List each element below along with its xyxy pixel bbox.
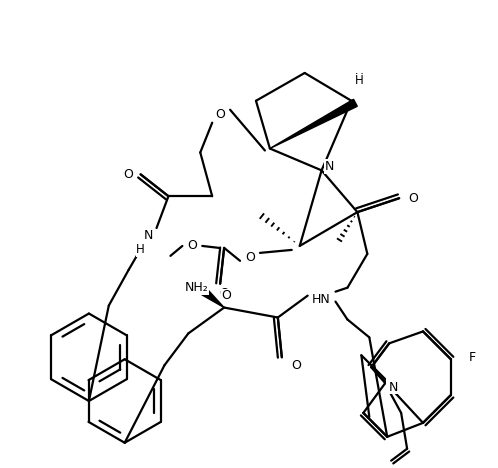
Text: O: O — [245, 251, 255, 264]
Text: HN: HN — [312, 293, 331, 306]
Text: O: O — [291, 358, 301, 372]
Text: F: F — [469, 351, 476, 364]
Text: O: O — [219, 287, 229, 300]
Text: O: O — [291, 358, 301, 372]
Text: H: H — [136, 243, 145, 256]
Text: O: O — [187, 240, 197, 252]
Text: N: N — [388, 380, 398, 394]
Text: N: N — [144, 229, 153, 242]
Polygon shape — [270, 99, 357, 148]
Text: N: N — [386, 379, 396, 392]
Text: O: O — [215, 108, 225, 121]
Text: F: F — [469, 349, 476, 362]
Text: NH₂: NH₂ — [184, 281, 208, 294]
Text: O: O — [124, 168, 133, 181]
Text: N: N — [325, 160, 334, 173]
Text: O: O — [408, 192, 418, 205]
Text: N: N — [144, 229, 153, 242]
Polygon shape — [202, 289, 224, 307]
Text: NH₂: NH₂ — [184, 281, 208, 294]
Text: O: O — [187, 240, 197, 252]
Text: H: H — [136, 243, 145, 256]
Text: O: O — [215, 108, 225, 121]
Text: O: O — [245, 251, 255, 264]
Text: O: O — [408, 192, 418, 205]
Text: HN: HN — [312, 293, 331, 306]
Text: H: H — [355, 74, 364, 88]
Text: O: O — [221, 289, 231, 302]
Text: H: H — [355, 73, 364, 86]
Text: O: O — [124, 168, 133, 181]
